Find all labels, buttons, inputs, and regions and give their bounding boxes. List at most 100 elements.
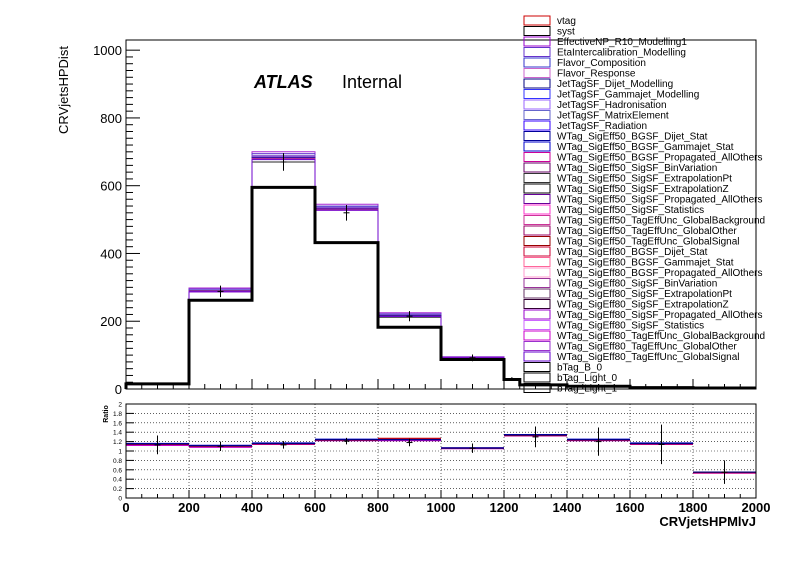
legend-label-1: syst (557, 27, 575, 38)
ratio-x-axis-label: CRVjetsHPMlvJ (659, 514, 756, 529)
ratio-y-tick-label: 1 (118, 449, 122, 456)
legend-swatch-6 (523, 78, 551, 89)
ratio-x-tick-label: 200 (178, 500, 200, 515)
ratio-y-axis: 0 0.2 0.4 0.6 0.8 1 1.2 1.4 1.6 1.8 2 (113, 402, 134, 503)
legend-swatch-11 (523, 131, 551, 141)
legend-swatch-4 (523, 57, 551, 68)
legend-swatch-22 (523, 246, 551, 257)
legend-swatch-27 (523, 299, 551, 309)
legend-swatch-2 (523, 36, 551, 47)
legend-label-0: vtag (557, 16, 576, 27)
legend-swatch-10 (523, 120, 551, 131)
legend-label-33: bTag_B_0 (557, 363, 602, 374)
legend-label-26: WTag_SigEff80_SigSF_ExtrapolationPt (557, 289, 732, 300)
ratio-y-tick-label: 0.6 (113, 467, 122, 474)
legend-swatch-3 (523, 47, 551, 57)
legend-swatch-26 (523, 288, 551, 299)
legend-swatch-32 (523, 351, 551, 362)
legend-swatch-35 (523, 383, 551, 393)
ratio-x-tick-label: 1000 (427, 500, 456, 515)
legend-swatch-7 (523, 89, 551, 99)
legend-swatch-16 (523, 183, 551, 194)
legend-swatch-15 (523, 173, 551, 183)
legend-label-29: WTag_SigEff80_SigSF_Statistics (557, 321, 704, 332)
legend-swatch-12 (523, 141, 551, 152)
ratio-x-tick-label: 400 (241, 500, 263, 515)
legend-label-27: WTag_SigEff80_SigSF_ExtrapolationZ (557, 300, 729, 311)
legend-label-20: WTag_SigEff50_TagEffUnc_GlobalOther (557, 226, 737, 237)
legend-label-17: WTag_SigEff50_SigSF_Propagated_AllOthers (557, 195, 763, 206)
ratio-y-tick-label: 1.4 (113, 430, 122, 437)
legend-swatch-19 (523, 215, 551, 225)
legend-swatch-1 (523, 26, 551, 36)
ratio-x-axis: 0 200 400 600 800 1000 1200 1400 1600 1800 2000 (122, 490, 770, 515)
legend-swatch-21 (523, 236, 551, 246)
main-panel: 0 200 400 600 800 1000 CRVjetsHPDist ATLAS In… (56, 15, 765, 397)
ratio-x-tick-label: 1400 (553, 500, 582, 515)
legend-label-6: JetTagSF_Dijet_Modelling (557, 79, 673, 90)
legend-label-16: WTag_SigEff50_SigSF_ExtrapolationZ (557, 184, 729, 195)
ratio-data-points (154, 424, 728, 484)
legend-swatch-9 (523, 110, 551, 120)
legend-label-24: WTag_SigEff80_BGSF_Propagated_AllOthers (557, 268, 763, 279)
legend: vtagsystEffectiveNP_R10_Modelling1EtaInt… (523, 15, 765, 395)
ratio-y-tick-label: 1.6 (113, 420, 122, 427)
main-y-tick-label: 1000 (93, 43, 122, 58)
main-y-tick-label: 200 (100, 314, 122, 329)
ratio-y-axis-label: Ratio (103, 405, 110, 423)
main-y-tick-label: 600 (100, 179, 122, 194)
legend-swatch-0 (523, 15, 551, 26)
internal-label: Internal (342, 72, 402, 92)
ratio-x-tick-label: 1600 (616, 500, 645, 515)
legend-label-5: Flavor_Response (557, 69, 636, 80)
legend-label-7: JetTagSF_Gammajet_Modelling (557, 90, 699, 101)
legend-label-15: WTag_SigEff50_SigSF_ExtrapolationPt (557, 174, 732, 185)
main-y-axis-label: CRVjetsHPDist (56, 46, 71, 134)
legend-label-30: WTag_SigEff80_TagEffUnc_GlobalBackground (557, 331, 765, 342)
ratio-x-tick-label: 1800 (679, 500, 708, 515)
ratio-y-tick-label: 0.2 (113, 486, 122, 493)
ratio-x-tick-label: 1200 (490, 500, 519, 515)
ratio-y-tick-label: 0.4 (113, 477, 122, 484)
legend-label-18: WTag_SigEff50_SigSF_Statistics (557, 205, 704, 216)
legend-label-19: WTag_SigEff50_TagEffUnc_GlobalBackground (557, 216, 765, 227)
ratio-y-tick-label: 0.8 (113, 458, 122, 465)
legend-swatch-14 (523, 162, 551, 173)
legend-swatch-23 (523, 257, 551, 267)
legend-swatch-18 (523, 204, 551, 215)
legend-swatch-25 (523, 278, 551, 288)
legend-swatch-34 (523, 372, 551, 383)
legend-label-4: Flavor_Composition (557, 58, 646, 69)
legend-label-14: WTag_SigEff50_SigSF_BinVariation (557, 163, 717, 174)
legend-label-10: JetTagSF_Radiation (557, 121, 647, 132)
legend-label-25: WTag_SigEff80_SigSF_BinVariation (557, 279, 717, 290)
legend-swatch-8 (523, 99, 551, 110)
legend-swatch-20 (523, 225, 551, 236)
legend-label-34: bTag_Light_0 (557, 373, 617, 384)
legend-label-28: WTag_SigEff80_SigSF_Propagated_AllOthers (557, 310, 763, 321)
ratio-y-tick-label: 2 (118, 402, 122, 409)
legend-label-12: WTag_SigEff50_BGSF_Gammajet_Stat (557, 142, 734, 153)
legend-swatch-29 (523, 320, 551, 330)
legend-swatch-31 (523, 341, 551, 351)
ratio-panel: 00.20.40.60.811.21.41.61.82 0 200 400 600 80… (103, 402, 770, 530)
legend-label-9: JetTagSF_MatrixElement (557, 111, 669, 122)
ratio-y-tick-label: 0 (118, 496, 122, 503)
legend-label-23: WTag_SigEff80_BGSF_Gammajet_Stat (557, 258, 734, 269)
legend-label-35: bTag_Light_1 (557, 384, 617, 395)
legend-label-8: JetTagSF_Hadronisation (557, 100, 667, 111)
legend-label-2: EffectiveNP_R10_Modelling1 (557, 37, 687, 48)
main-y-tick-label: 0 (115, 382, 122, 397)
legend-label-21: WTag_SigEff50_TagEffUnc_GlobalSignal (557, 237, 740, 248)
legend-label-13: WTag_SigEff50_BGSF_Propagated_AllOthers (557, 153, 763, 164)
legend-label-22: WTag_SigEff80_BGSF_Dijet_Stat (557, 247, 708, 258)
ratio-y-tick-label: 1.2 (113, 439, 122, 446)
legend-swatch-30 (523, 330, 551, 341)
legend-label-31: WTag_SigEff80_TagEffUnc_GlobalOther (557, 342, 737, 353)
main-y-axis: 0 200 400 600 800 1000 (93, 43, 140, 397)
legend-swatch-5 (523, 68, 551, 78)
legend-swatch-28 (523, 309, 551, 320)
legend-swatch-33 (523, 362, 551, 372)
legend-swatch-17 (523, 194, 551, 204)
